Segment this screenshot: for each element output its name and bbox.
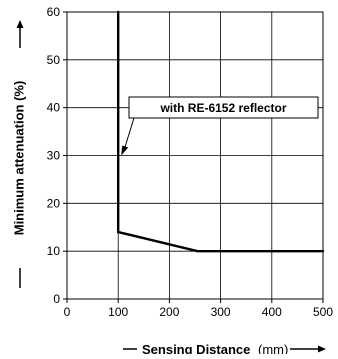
- series-point: [117, 230, 120, 234]
- x-axis-label: Sensing Distance: [142, 342, 250, 354]
- y-tick-label: 20: [47, 196, 61, 210]
- x-tick-label: 200: [159, 305, 179, 319]
- y-tick-label: 60: [47, 5, 61, 19]
- x-tick-label: 100: [108, 305, 128, 319]
- y-tick-label: 50: [47, 53, 61, 67]
- x-axis-unit: (mm): [258, 342, 288, 354]
- series-layer: [116, 10, 325, 253]
- annotation-box: [128, 96, 319, 119]
- series-point: [321, 249, 325, 253]
- series-point: [196, 249, 199, 253]
- x-axis-title: Sensing Distance (mm): [123, 342, 326, 357]
- y-axis-label: Minimum attenuation (%): [11, 81, 26, 236]
- annotation-label: with RE-6152 reflector: [159, 101, 286, 115]
- annotation-leader: [123, 117, 135, 150]
- series-point: [117, 10, 120, 14]
- x-tick-label: 500: [313, 305, 333, 319]
- y-axis-title: Minimum attenuation (%): [11, 20, 26, 288]
- x-tick-label: 0: [64, 305, 71, 319]
- x-tick-label: 400: [262, 305, 282, 319]
- y-tick-label: 10: [47, 244, 61, 258]
- series-line: [116, 12, 323, 253]
- svg-text:Sensing Distance (mm): Sensing Distance (mm): [142, 342, 288, 354]
- y-tick-label: 40: [47, 101, 61, 115]
- annotation-arrowhead-icon: [121, 145, 129, 156]
- x-axis-ticks: 0 100 200 300 400 500: [64, 299, 333, 319]
- y-tick-label: 0: [53, 292, 60, 306]
- y-tick-label: 30: [47, 149, 61, 163]
- annotations: with RE-6152 reflector: [121, 96, 319, 156]
- x-tick-label: 300: [211, 305, 231, 319]
- x-axis-arrow-icon: [318, 345, 326, 353]
- y-axis-arrow-icon: [16, 20, 24, 28]
- grid: [67, 12, 323, 299]
- y-axis-ticks: 0 10 20 30 40 50 60: [47, 5, 67, 306]
